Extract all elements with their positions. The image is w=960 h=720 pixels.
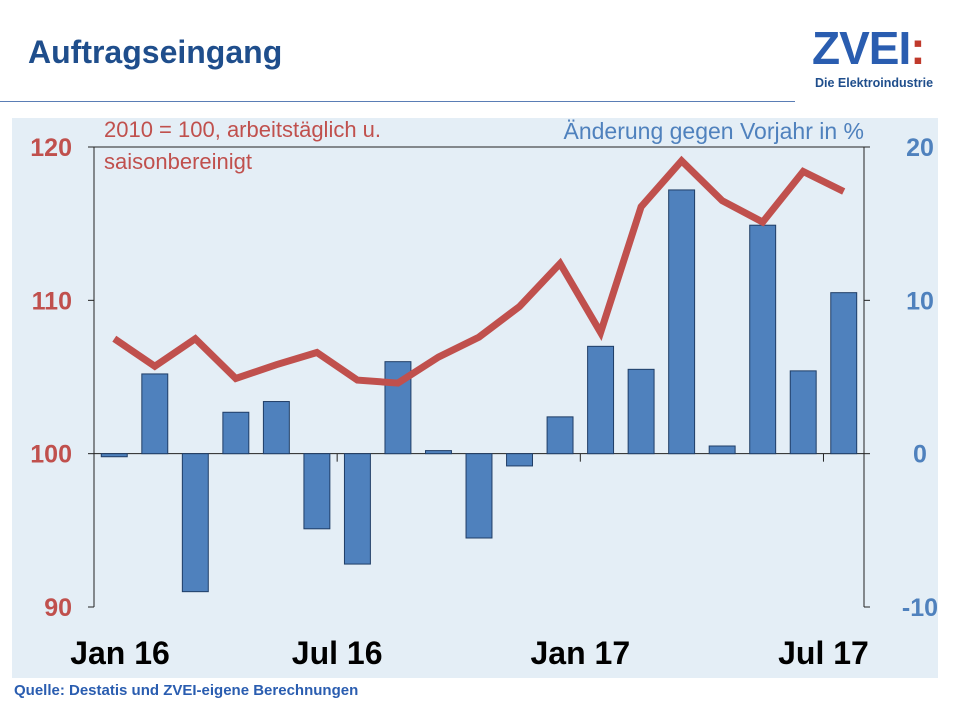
logo-colon: : (910, 22, 925, 74)
right-tick-label: 0 (913, 441, 927, 469)
title-divider (0, 101, 795, 102)
right-tick-label: -10 (902, 594, 938, 622)
bar-yoy-change (181, 453, 209, 593)
x-tick-label: Jan 16 (70, 635, 170, 671)
bar-yoy-change (708, 445, 736, 455)
bar-yoy-change (830, 292, 858, 455)
right-axis-title: Änderung gegen Vorjahr in % (564, 118, 865, 144)
bar-yoy-change (343, 453, 371, 565)
left-axis-title-line2: saisonbereinigt (104, 149, 252, 174)
right-tick-label: 10 (906, 287, 934, 315)
left-tick-label: 110 (32, 287, 72, 315)
bar-yoy-change (425, 450, 452, 455)
zvei-logo: ZVEI: Die Elektroindustrie (812, 24, 942, 94)
logo-main: ZVEI (812, 22, 911, 74)
left-axis-title-line1: 2010 = 100, arbeitstäglich u. (104, 117, 381, 142)
logo-subtitle: Die Elektroindustrie (815, 76, 934, 90)
left-tick-label: 120 (30, 134, 72, 162)
bar-yoy-change (668, 189, 696, 455)
bar-yoy-change (465, 453, 493, 539)
bar-yoy-change (749, 224, 777, 455)
index-line-series (112, 155, 846, 387)
bar-yoy-change (141, 373, 169, 455)
bar-yoy-change (789, 370, 817, 455)
bar-yoy-change (262, 401, 290, 455)
left-tick-label: 90 (44, 594, 72, 622)
bar-yoy-change (222, 411, 250, 455)
x-tick-label: Jul 16 (292, 635, 383, 671)
right-tick-label: 20 (906, 134, 934, 162)
bar-yoy-change (506, 453, 533, 467)
bar-yoy-change (627, 368, 655, 455)
x-tick-label: Jul 17 (778, 635, 869, 671)
x-tick-label: Jan 17 (531, 635, 631, 671)
bar-yoy-change (587, 345, 615, 455)
bar-yoy-change (100, 453, 128, 458)
bar-yoy-change (303, 453, 331, 530)
page-title: Auftragseingang (28, 34, 283, 70)
source-note: Quelle: Destatis und ZVEI-eigene Berechn… (14, 682, 359, 699)
left-tick-label: 100 (30, 441, 72, 469)
bar-yoy-change (546, 416, 574, 455)
logo-wordmark: ZVEI: (812, 22, 926, 74)
